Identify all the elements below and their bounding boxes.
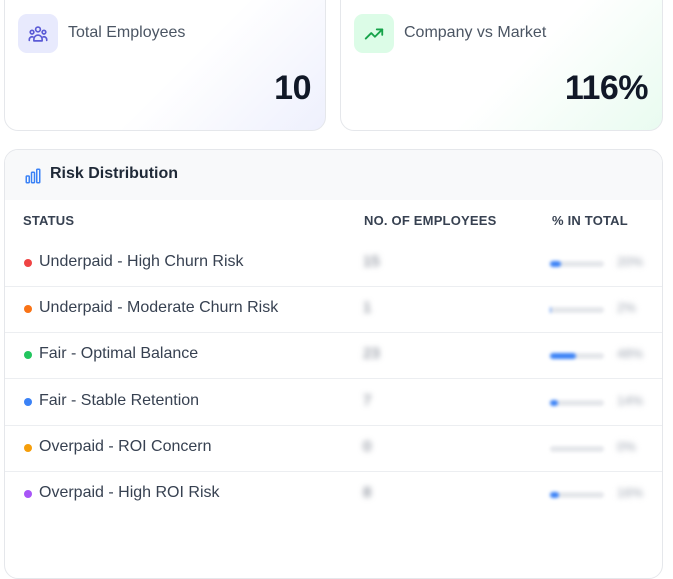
table-row: Underpaid - Moderate Churn Risk 1 2%: [5, 286, 662, 334]
percent-bar-fill: [550, 353, 576, 360]
percent-value: 16%: [617, 485, 644, 500]
bar-chart-icon: [24, 167, 42, 190]
risk-distribution-title: Risk Distribution: [50, 165, 179, 182]
table-row: Fair - Stable Retention 7 14%: [5, 379, 662, 426]
status-dot: [24, 305, 32, 314]
status-label: Underpaid - Moderate Churn Risk: [39, 299, 279, 317]
status-dot: [24, 397, 32, 406]
company-vs-market-label: Company vs Market: [404, 24, 547, 41]
status-dot: [24, 490, 32, 498]
status-label: Fair - Optimal Balance: [39, 345, 199, 363]
total-employees-label: Total Employees: [68, 24, 186, 41]
status-label: Overpaid - High ROI Risk: [39, 484, 220, 501]
risk-distribution-card: Risk Distribution STATUS NO. OF EMPLOYEE…: [4, 149, 663, 579]
percent-value: 20%: [617, 254, 644, 269]
percent-value: 2%: [617, 300, 636, 316]
employee-count: 0: [363, 437, 372, 455]
percent-bar-fill: [550, 307, 552, 314]
employee-count: 15: [363, 253, 380, 270]
status-label: Underpaid - High Churn Risk: [39, 253, 244, 270]
total-employees-value: 10: [274, 69, 311, 107]
employee-count: 1: [363, 299, 372, 317]
percent-bar: [550, 445, 604, 452]
percent-bar: [550, 261, 604, 267]
percent-bar: [550, 399, 604, 406]
status-dot: [24, 259, 32, 267]
status-dot: [24, 351, 32, 360]
company-vs-market-card: Company vs Market 116%: [340, 0, 663, 131]
status-dot: [24, 443, 32, 452]
column-header-pct[interactable]: % IN TOTAL: [552, 213, 628, 228]
column-header-status[interactable]: STATUS: [23, 213, 75, 228]
percent-bar-fill: [550, 399, 558, 406]
risk-distribution-header: Risk Distribution: [5, 150, 662, 201]
table-row: Overpaid - ROI Concern 0 0%: [5, 425, 662, 472]
percent-bar-fill: [550, 492, 559, 498]
percent-value: 48%: [617, 346, 644, 362]
percent-bar: [550, 353, 604, 360]
table-row: Underpaid - High Churn Risk 15 20%: [5, 240, 662, 287]
percent-bar: [550, 307, 604, 314]
percent-value: 14%: [617, 392, 644, 408]
employee-count: 7: [363, 391, 372, 409]
percent-value: 0%: [617, 438, 636, 454]
percent-bar: [550, 492, 604, 498]
users-icon: [18, 14, 58, 53]
table-header: [5, 200, 662, 240]
status-label: Overpaid - ROI Concern: [39, 437, 212, 455]
status-label: Fair - Stable Retention: [39, 391, 200, 409]
table-row: Fair - Optimal Balance 23 48%: [5, 332, 662, 380]
employee-count: 8: [363, 484, 372, 501]
company-vs-market-value: 116%: [564, 69, 649, 107]
column-header-count[interactable]: NO. OF EMPLOYEES: [364, 213, 497, 228]
trending-up-icon: [354, 14, 394, 53]
total-employees-card: Total Employees 10: [4, 0, 326, 131]
employee-count: 23: [363, 345, 380, 363]
table-row: Overpaid - High ROI Risk 8 16%: [5, 471, 662, 517]
percent-bar-fill: [550, 261, 561, 267]
